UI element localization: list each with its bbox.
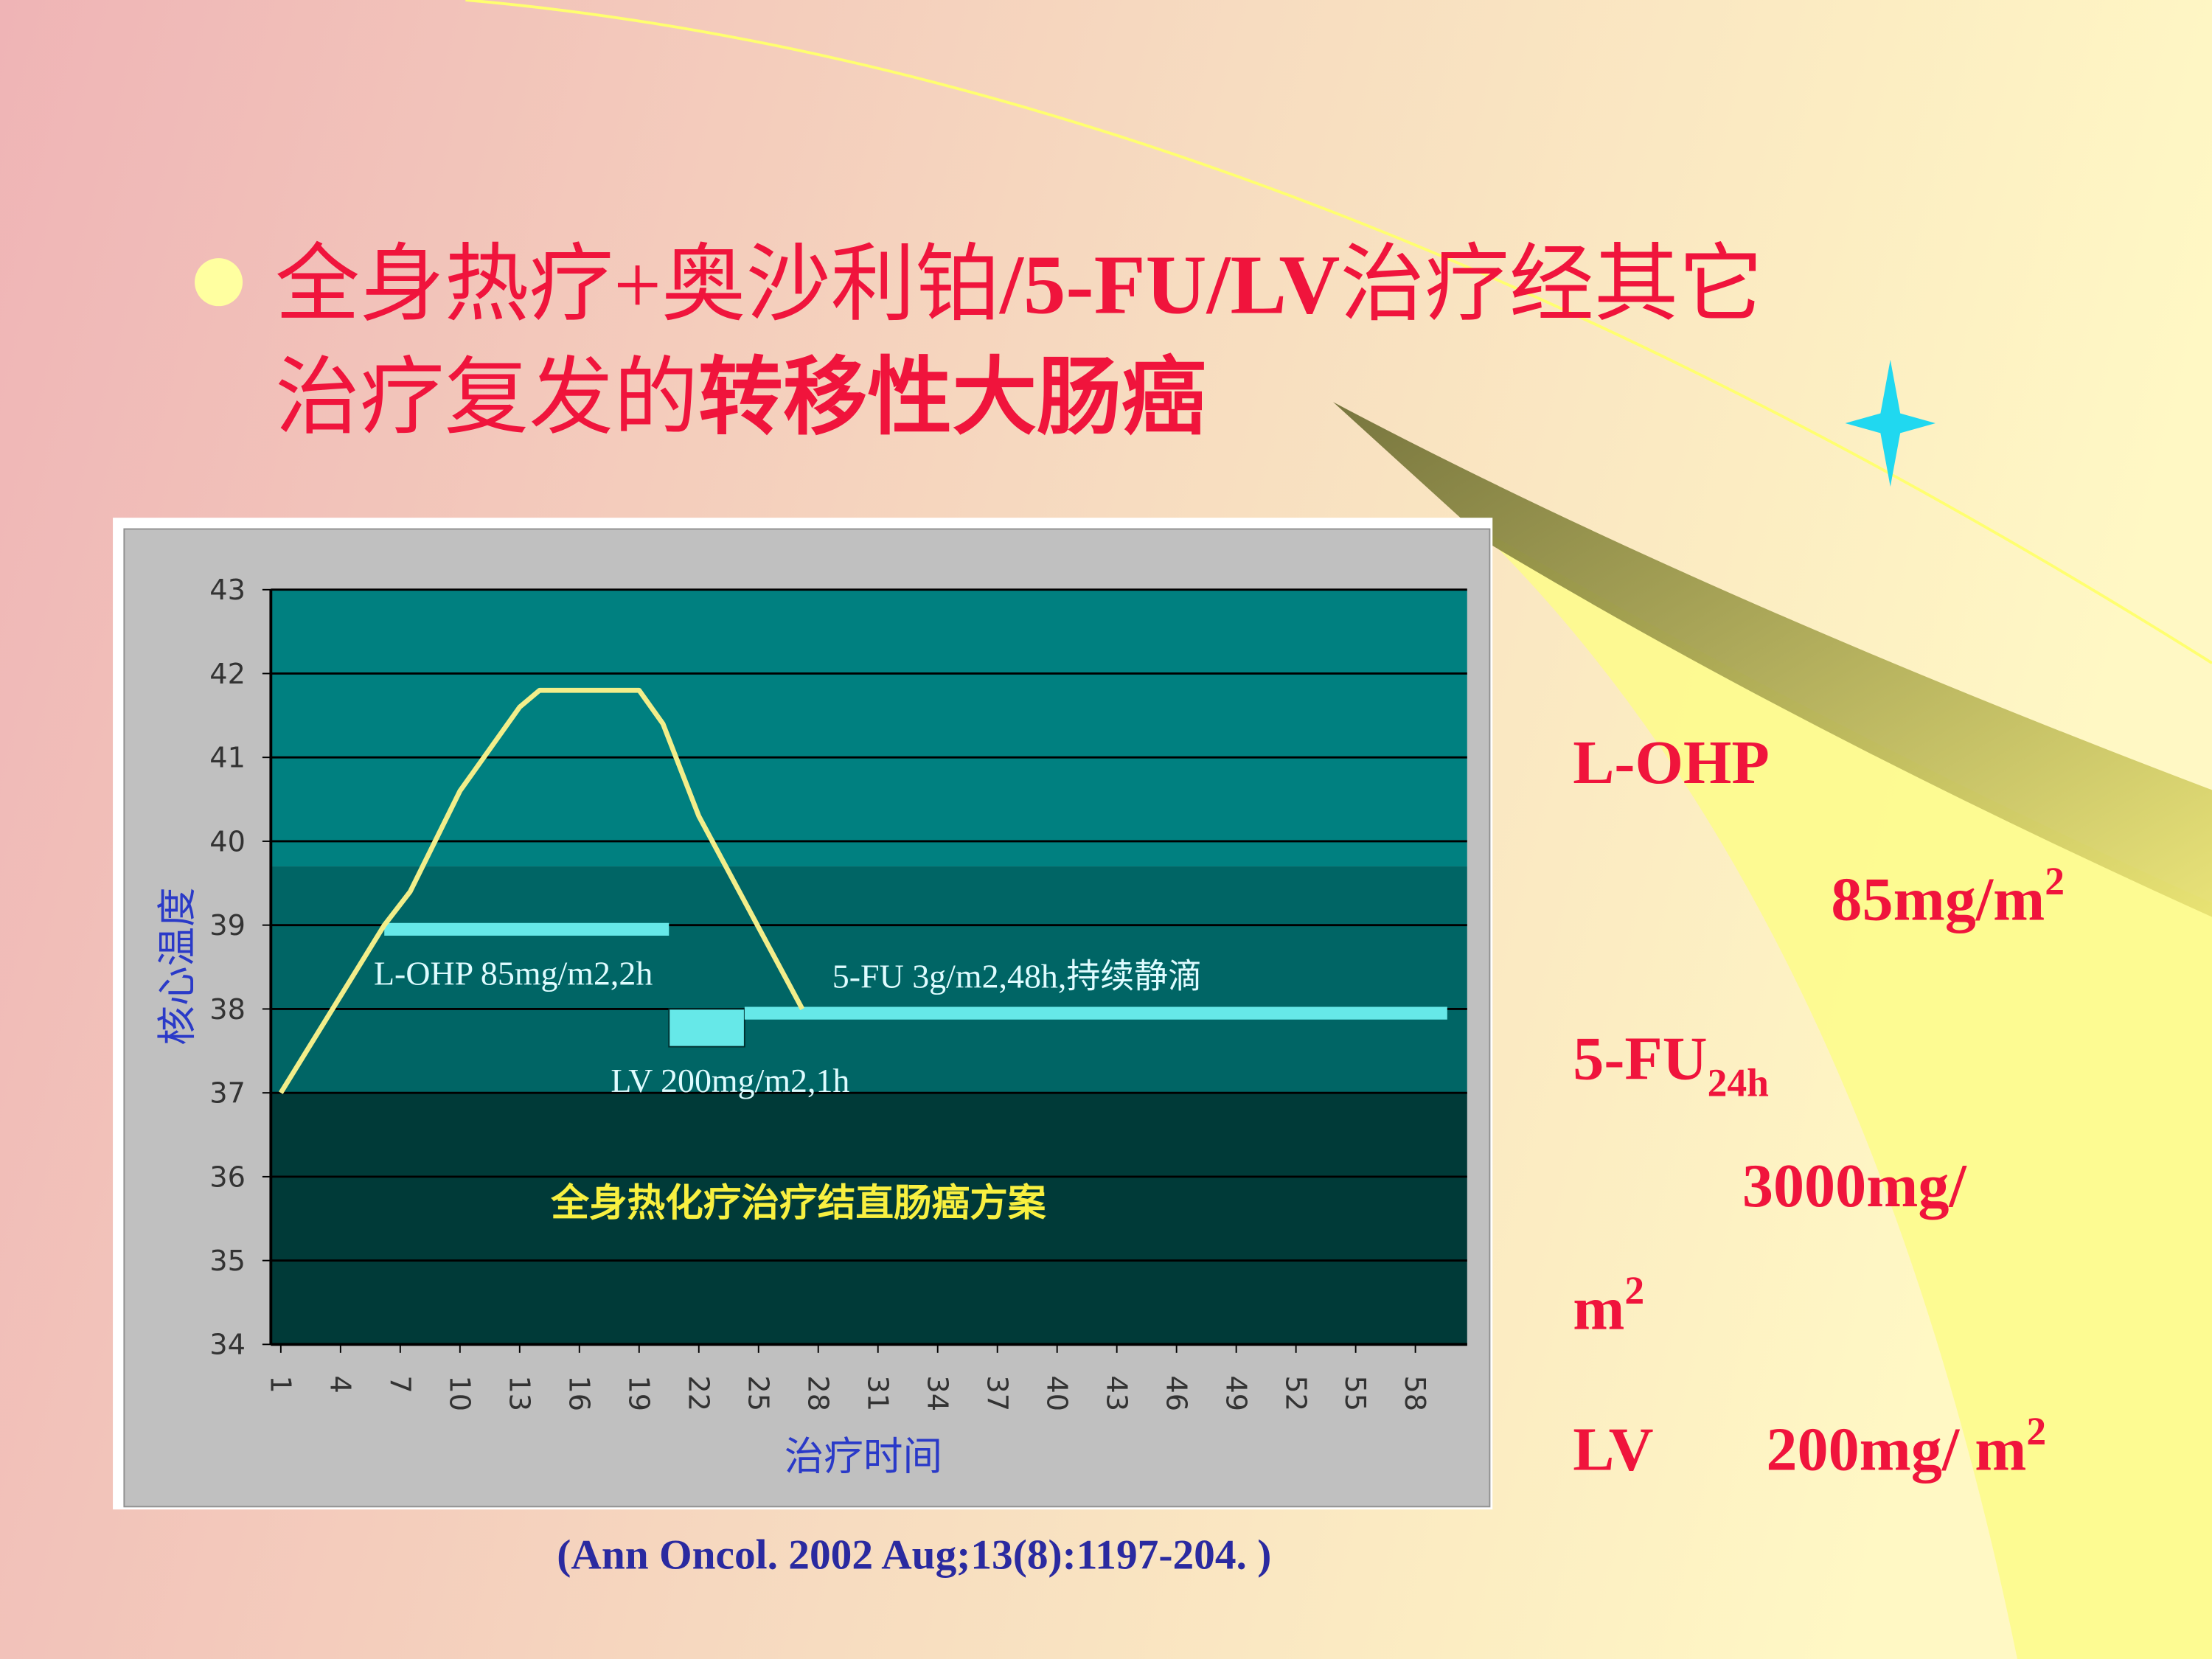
- title-segment: 转移性大肠癌: [698, 351, 1206, 445]
- chart-caption: 全身热化疗治疗结直肠癌方案: [550, 1181, 1046, 1225]
- x-tick-label: 28: [801, 1375, 834, 1411]
- subscript: 24h: [1708, 1061, 1769, 1105]
- dosing-note: LV: [1573, 1416, 1653, 1484]
- x-tick-label: 43: [1099, 1375, 1133, 1411]
- dosing-note-text: LV: [1573, 1416, 1653, 1484]
- regimen-box: [668, 1008, 745, 1048]
- y-tick-label: 35: [209, 1245, 246, 1278]
- dosing-note: 85mg/m2: [1831, 859, 2065, 933]
- background-band: [271, 589, 1467, 867]
- y-tick-label: 38: [209, 993, 246, 1026]
- x-tick-label: 13: [502, 1375, 535, 1411]
- x-tick-label: 25: [741, 1375, 774, 1411]
- title-line: 治疗复发的转移性大肠癌: [275, 351, 1206, 445]
- bullet: [195, 258, 243, 307]
- y-tick-label: 42: [209, 658, 246, 691]
- dosing-note: 200mg/ m2: [1766, 1409, 2046, 1484]
- title-segment: /5-FU/LV: [998, 238, 1340, 332]
- decor-crescent: [1474, 524, 2212, 1659]
- x-tick-label: 58: [1398, 1375, 1431, 1411]
- y-tick-label: 41: [209, 742, 246, 775]
- y-axis-label: 核心温度: [153, 887, 200, 1045]
- dosing-note: m2: [1573, 1268, 1644, 1343]
- citation: (Ann Oncol. 2002 Aug;13(8):1197-204. ): [557, 1532, 1271, 1579]
- decor-curve: [465, 0, 2212, 664]
- background-band: [271, 866, 1467, 1093]
- x-tick-label: 4: [323, 1375, 356, 1393]
- title-segment: 治疗: [275, 351, 445, 445]
- x-tick-label: 1: [263, 1375, 296, 1393]
- dosing-note: 3000mg/: [1742, 1152, 1968, 1220]
- dosing-note-text: 85mg/m: [1831, 865, 2045, 933]
- y-tick-label: 34: [209, 1329, 246, 1362]
- x-tick-label: 55: [1338, 1375, 1371, 1411]
- x-tick-label: 46: [1159, 1375, 1192, 1411]
- x-tick-label: 16: [562, 1375, 595, 1411]
- x-tick-label: 22: [681, 1375, 714, 1411]
- y-tick-label: 37: [209, 1077, 246, 1110]
- x-tick-label: 40: [1040, 1375, 1073, 1411]
- x-tick-label: 37: [980, 1375, 1013, 1411]
- dosing-note: 5-FU24h: [1573, 1025, 1769, 1105]
- dosing-note-text: 200mg/ m: [1766, 1416, 2026, 1484]
- y-tick-label: 36: [209, 1161, 246, 1194]
- x-tick-label: 10: [442, 1375, 476, 1411]
- title-segment: 治疗经其它: [1340, 238, 1763, 332]
- y-tick-label: 43: [209, 574, 246, 607]
- title-segment: 全身热疗+奥沙利铂: [275, 238, 1000, 332]
- background-band: [271, 1093, 1467, 1345]
- temperature-line: [278, 687, 805, 1094]
- y-tick-label: 39: [209, 909, 246, 942]
- chart: 34 35 36 37 38 39 40 41 42 43 1 4 7 10 13 16 19 22 25 28 31 3…: [113, 518, 1493, 1510]
- x-tick-label: 49: [1219, 1375, 1252, 1411]
- dosing-note-text: 5-FU: [1573, 1025, 1707, 1093]
- title-segment: 复发的: [445, 351, 698, 445]
- superscript: 2: [2045, 859, 2065, 903]
- sparkle: [1845, 359, 1935, 487]
- x-tick-label: 7: [383, 1375, 416, 1393]
- regimen-label: 5-FU 3g/m2,48h,持续静滴: [832, 957, 1202, 995]
- x-tick-label: 31: [860, 1375, 894, 1411]
- dosing-note: L-OHP: [1573, 728, 1770, 797]
- x-tick-label: 52: [1279, 1375, 1312, 1411]
- regimen-label: LV 200mg/m2,1h: [611, 1062, 849, 1099]
- x-tick-label: 34: [920, 1375, 953, 1411]
- dosing-note-text: m: [1573, 1274, 1624, 1343]
- dosing-note-text: 3000mg/: [1742, 1152, 1968, 1220]
- decor-swoosh: [1333, 402, 2212, 917]
- dosing-note-text: L-OHP: [1573, 728, 1770, 797]
- superscript: 2: [2026, 1409, 2046, 1453]
- regimen-label: L-OHP 85mg/m2,2h: [374, 954, 653, 992]
- y-tick-label: 40: [209, 825, 246, 858]
- x-axis-label: 治疗时间: [785, 1433, 942, 1480]
- x-tick-label: 19: [622, 1375, 655, 1411]
- superscript: 2: [1624, 1268, 1644, 1312]
- title-line: 全身热疗+奥沙利铂/5-FU/LV治疗经其它: [275, 238, 1763, 332]
